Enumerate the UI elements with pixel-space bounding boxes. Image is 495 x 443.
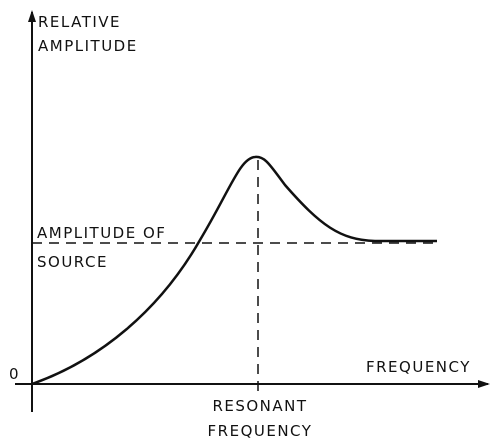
origin-label: 0	[9, 365, 20, 383]
source-label: SOURCE	[37, 253, 108, 271]
y-axis-label: AMPLITUDE	[38, 37, 138, 55]
resonance-label: FREQUENCY	[208, 422, 313, 440]
x-axis-label: FREQUENCY	[366, 358, 471, 376]
resonance-label: RESONANT	[212, 397, 307, 415]
response-curve	[31, 155, 437, 386]
source-label: AMPLITUDE OF	[37, 224, 166, 242]
y-axis-label: RELATIVE	[38, 13, 121, 31]
